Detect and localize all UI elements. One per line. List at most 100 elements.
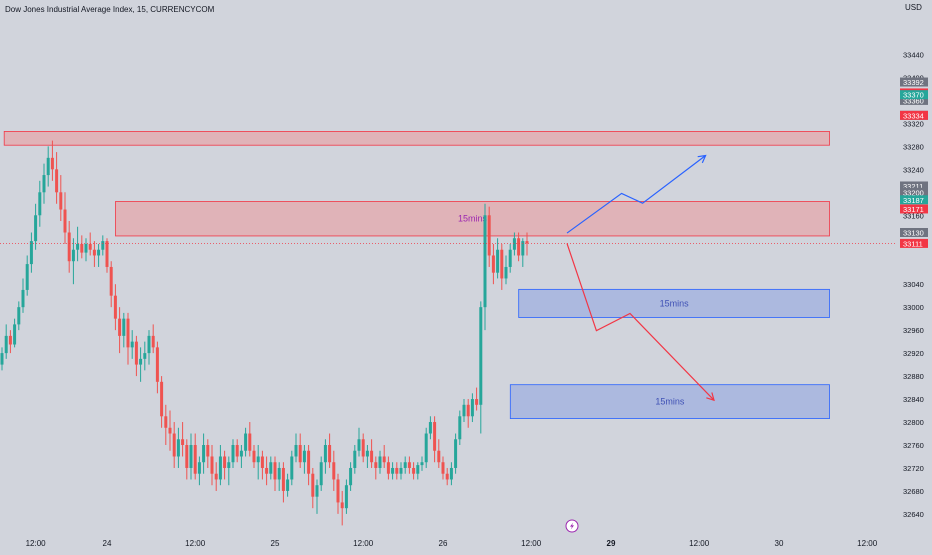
candle-body bbox=[67, 232, 71, 262]
bearish-arrowhead bbox=[706, 392, 715, 402]
candle-body bbox=[403, 462, 407, 468]
candle-body bbox=[298, 445, 302, 463]
price-tag-label: 33171 bbox=[903, 205, 924, 214]
candle-body bbox=[76, 243, 80, 250]
candle-body bbox=[281, 467, 285, 491]
y-tick-label: 33440 bbox=[903, 50, 924, 59]
price-tag-label: 33111 bbox=[903, 239, 923, 248]
candle-body bbox=[151, 335, 155, 348]
candle-body bbox=[353, 450, 357, 468]
candle-body bbox=[517, 238, 521, 256]
candle-body bbox=[0, 353, 4, 365]
candle-body bbox=[63, 209, 67, 233]
candle-body bbox=[412, 467, 416, 474]
candle-body bbox=[445, 473, 449, 480]
candle-body bbox=[160, 381, 164, 417]
candle-body bbox=[483, 215, 487, 308]
candle-body bbox=[202, 445, 206, 463]
y-tick-label: 33240 bbox=[903, 165, 924, 174]
candle-body bbox=[407, 462, 411, 468]
candle-body bbox=[466, 404, 470, 417]
candle-body bbox=[80, 243, 84, 253]
price-tag bbox=[900, 95, 928, 105]
candle-body bbox=[340, 502, 344, 509]
price-tag-label: 33392 bbox=[903, 78, 924, 87]
zone-label: 15mins bbox=[660, 298, 690, 308]
supply-zone-1[interactable] bbox=[115, 201, 830, 237]
candle-body bbox=[134, 341, 138, 365]
candle-body bbox=[189, 445, 193, 468]
supply-zone-0[interactable] bbox=[3, 131, 830, 146]
candle-body bbox=[147, 335, 151, 354]
candle-body bbox=[508, 249, 512, 267]
candle-body bbox=[206, 445, 210, 457]
price-tag bbox=[900, 77, 928, 87]
x-tick-label: 25 bbox=[271, 539, 280, 548]
x-tick-label: 12:00 bbox=[353, 539, 374, 548]
price-tag-label: 33130 bbox=[903, 229, 924, 238]
y-tick-label: 33280 bbox=[903, 142, 924, 151]
candle-body bbox=[55, 169, 59, 193]
candle-body bbox=[13, 324, 17, 345]
candle-body bbox=[109, 266, 113, 296]
candle-body bbox=[88, 243, 92, 250]
candle-body bbox=[218, 456, 222, 480]
demand-zone-3[interactable] bbox=[509, 384, 830, 419]
candle-body bbox=[378, 456, 382, 468]
bullish-projection-arrow[interactable] bbox=[566, 155, 706, 234]
demand-zone-2[interactable] bbox=[518, 288, 830, 318]
candle-body bbox=[491, 255, 495, 273]
candle-body bbox=[92, 249, 96, 256]
candle-body bbox=[512, 238, 516, 250]
candle-body bbox=[38, 192, 42, 216]
candle-body bbox=[265, 467, 269, 474]
candle-body bbox=[29, 241, 33, 265]
candle-body bbox=[315, 485, 319, 497]
candle-body bbox=[118, 318, 122, 336]
candle-body bbox=[437, 450, 441, 463]
candle-body bbox=[239, 450, 243, 457]
candle-body bbox=[454, 439, 458, 468]
candle-body bbox=[395, 467, 399, 474]
candle-body bbox=[496, 249, 500, 273]
candle-body bbox=[449, 467, 453, 480]
candle-body bbox=[185, 445, 189, 468]
candle-body bbox=[59, 192, 63, 210]
candle-body bbox=[84, 243, 88, 253]
candle-body bbox=[370, 450, 374, 463]
candle-body bbox=[349, 467, 353, 486]
y-tick-label: 32920 bbox=[903, 349, 924, 358]
candle-body bbox=[302, 450, 306, 463]
candle-body bbox=[336, 479, 340, 503]
candle-body bbox=[97, 249, 101, 256]
candle-body bbox=[155, 347, 159, 382]
candle-body bbox=[365, 450, 369, 457]
y-tick-label: 32840 bbox=[903, 395, 924, 404]
candle-body bbox=[105, 241, 109, 267]
candle-body bbox=[50, 157, 54, 170]
y-tick-label: 33000 bbox=[903, 303, 924, 312]
candle-body bbox=[227, 462, 231, 468]
candle-body bbox=[420, 462, 424, 466]
candle-body bbox=[386, 462, 390, 474]
candle-body bbox=[458, 416, 462, 440]
candle-body bbox=[248, 433, 252, 451]
candle-body bbox=[344, 485, 348, 509]
candle-body bbox=[17, 307, 21, 325]
candle-body bbox=[25, 264, 29, 290]
candle-body bbox=[521, 241, 525, 256]
price-tag-label: 33334 bbox=[903, 111, 924, 120]
candle-body bbox=[311, 473, 315, 497]
zone-label: 15mins bbox=[655, 397, 685, 407]
candle-body bbox=[113, 295, 117, 319]
candle-body bbox=[214, 473, 218, 480]
x-tick-label: 12:00 bbox=[857, 539, 878, 548]
candle-body bbox=[260, 456, 264, 468]
bearish-projection-arrow[interactable] bbox=[566, 243, 715, 401]
x-tick-label: 12:00 bbox=[689, 539, 710, 548]
lightning-icon[interactable] bbox=[565, 519, 579, 533]
price-tag bbox=[900, 195, 928, 205]
